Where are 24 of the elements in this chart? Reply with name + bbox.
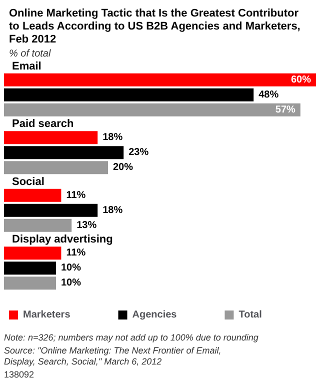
data-label: 60% — [290, 74, 312, 86]
text: 138092 — [4, 370, 34, 380]
legend-label: Agencies — [132, 310, 178, 320]
source-note: Source: "Online Marketing: The Next Frontier of Email, Display, Search, Social," March 6, 2012 — [4, 346, 224, 366]
y-tick-label: Display advertising — [12, 234, 113, 246]
data-label: 57% — [275, 104, 296, 116]
y-tick-label: Paid search — [12, 118, 74, 130]
y-tick-label: Email — [12, 60, 42, 72]
text: Note: n=326; numbers may not add up to 100% due to rounding — [4, 332, 258, 342]
legend-label: Total — [238, 310, 262, 320]
data-label: 11% — [66, 190, 86, 201]
data-label: 23% — [128, 147, 149, 158]
chart-title: Online Marketing Tactic that Is the Greatest Contributor to Leads According to US B2B Agencies and Marketers, Feb 2012 — [9, 8, 304, 46]
legend-label: Marketers — [23, 310, 71, 320]
data-label: 13% — [76, 220, 97, 231]
chart-subtitle: % of total — [9, 48, 52, 60]
data-label: 48% — [258, 89, 279, 100]
data-label: 10% — [61, 262, 82, 274]
y-tick-label: Social — [12, 176, 44, 188]
data-label: 18% — [102, 132, 123, 144]
data-label: 10% — [61, 278, 82, 289]
data-label: 20% — [113, 162, 134, 174]
data-label: 11% — [66, 248, 86, 259]
data-label: 18% — [102, 204, 123, 216]
